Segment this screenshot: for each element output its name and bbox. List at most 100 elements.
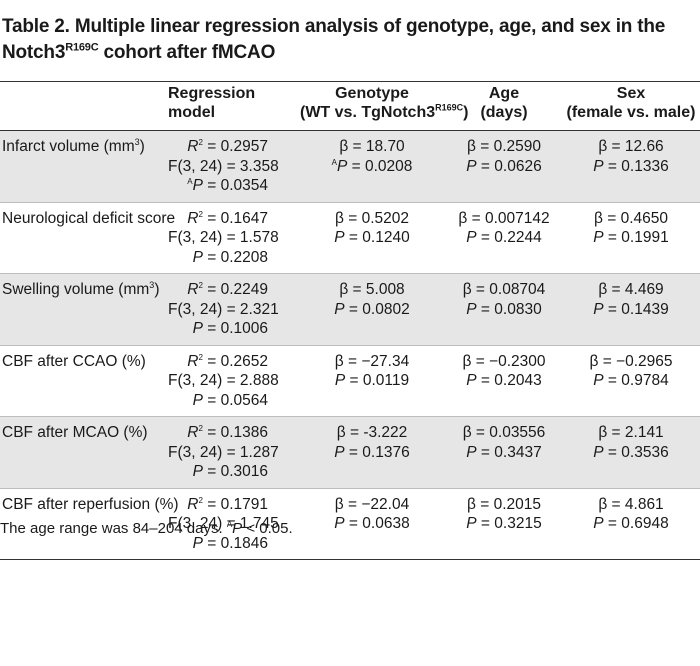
- age-p-symbol: P: [466, 157, 477, 175]
- row-age-cell: β = 0.007142 P = 0.2244: [446, 201, 562, 274]
- row-sex-cell: β = 12.66 P = 0.1336: [562, 130, 700, 202]
- model-p: P = 0.2208: [168, 248, 268, 268]
- sex-p: P = 0.3536: [564, 443, 698, 463]
- model-p: P = 0.1006: [168, 319, 268, 339]
- row-sex-cell: β = 4.861 P = 0.6948: [562, 487, 700, 560]
- sex-p: P = 0.1439: [564, 300, 698, 320]
- r2-symbol: R: [187, 281, 199, 298]
- row-model-cell: R2 = 0.2652 F(3, 24) = 2.888 P = 0.0564: [166, 344, 298, 417]
- outcome-text: CBF after reperfusion (%): [2, 495, 179, 513]
- sex-beta: β = 12.66: [598, 138, 664, 155]
- model-f: F(3, 24) = 2.888: [168, 372, 279, 389]
- genotype-p-mark: A: [331, 157, 337, 167]
- age-p-value: = 0.3437: [476, 443, 542, 461]
- genotype-p: P = 0.0119: [300, 371, 444, 391]
- age-p: P = 0.2043: [448, 371, 560, 391]
- header-genotype-line1: Genotype: [335, 85, 409, 102]
- genotype-p-value: = 0.0802: [344, 300, 410, 318]
- footnote-mark: A: [226, 520, 233, 529]
- footnote-p: P: [232, 520, 243, 537]
- age-beta: β = 0.08704: [462, 281, 546, 298]
- header-age: Age (days): [446, 82, 562, 131]
- genotype-p-value: = 0.0208: [347, 157, 413, 175]
- genotype-p-value: = 0.1376: [344, 443, 410, 461]
- genotype-beta: β = 18.70: [339, 138, 405, 155]
- row-model-cell: R2 = 0.1386 F(3, 24) = 1.287 P = 0.3016: [166, 416, 298, 488]
- table-row: Swelling volume (mm3) R2 = 0.2249 F(3, 24)…: [0, 273, 700, 345]
- r2-symbol: R: [187, 138, 199, 155]
- age-p-value: = 0.2244: [476, 229, 542, 246]
- row-outcome-label: CBF after reperfusion (%): [0, 487, 179, 560]
- model-f: F(3, 24) = 1.745: [168, 515, 279, 532]
- sex-p-symbol: P: [593, 515, 604, 532]
- model-p-value: = 0.1006: [202, 320, 268, 337]
- genotype-p: P = 0.1240: [300, 228, 444, 248]
- sex-p-symbol: P: [593, 372, 604, 389]
- row-sex-cell: β = 2.141 P = 0.3536: [562, 416, 700, 488]
- header-genotype: Genotype (WT vs. TgNotch3R169C): [298, 82, 468, 131]
- model-p-value: = 0.0354: [202, 177, 268, 194]
- header-model: Regression model: [168, 85, 256, 121]
- r2-sup: 2: [198, 209, 203, 219]
- genotype-beta: β = 0.5202: [335, 209, 409, 227]
- row-age-cell: β = 0.08704 P = 0.0830: [446, 273, 562, 345]
- header-genotype-line2: (WT vs. TgNotch3R169C): [300, 103, 468, 122]
- sex-p: P = 0.9784: [564, 371, 698, 391]
- row-outcome-label: Infarct volume (mm3): [0, 130, 166, 202]
- sex-beta: β = 4.861: [598, 495, 664, 513]
- model-p-value: = 0.3016: [202, 463, 268, 480]
- genotype-p-value: = 0.1240: [344, 229, 410, 246]
- genotype-beta: β = −22.04: [334, 495, 410, 513]
- header-genotype-sup: R169C: [435, 102, 464, 113]
- age-p: P = 0.3215: [448, 514, 560, 534]
- r2-value: = 0.2249: [202, 281, 268, 298]
- r2-symbol: R: [187, 424, 199, 441]
- model-p: P = 0.0564: [168, 391, 268, 411]
- genotype-p-value: = 0.0638: [344, 515, 410, 532]
- genotype-p-symbol: P: [336, 157, 348, 175]
- header-age-line2: (days): [480, 104, 528, 121]
- model-r2: R2 = 0.2652: [168, 352, 268, 372]
- model-p: P = 0.1846: [168, 534, 268, 554]
- age-p-symbol: P: [466, 229, 477, 246]
- outcome-sup: 3: [149, 279, 155, 290]
- r2-value: = 0.1386: [202, 424, 268, 441]
- outcome-text: Swelling volume (mm: [2, 281, 150, 298]
- sex-p-value: = 0.9784: [603, 372, 669, 389]
- top-rule: [0, 81, 700, 82]
- table-row: CBF after MCAO (%) R2 = 0.1386 F(3, 24) = …: [0, 416, 700, 488]
- age-p-symbol: P: [466, 443, 477, 461]
- genotype-p-symbol: P: [334, 229, 345, 246]
- outcome-text: CBF after CCAO (%): [2, 352, 146, 370]
- age-p: P = 0.2244: [448, 228, 560, 248]
- r2-sup: 2: [198, 495, 203, 505]
- title-superscript: R169C: [65, 41, 99, 54]
- model-p-symbol: P: [192, 320, 203, 337]
- table-row: Neurological deficit score R2 = 0.1647 F(3…: [0, 201, 700, 274]
- model-r2: R2 = 0.2957: [168, 137, 268, 157]
- outcome-text: CBF after MCAO (%): [2, 424, 148, 441]
- row-age-cell: β = −0.2300 P = 0.2043: [446, 344, 562, 417]
- model-p: AP = 0.0354: [168, 176, 268, 196]
- footnote-text: The age range was 84–204 days.: [0, 520, 227, 537]
- genotype-beta: β = −27.34: [334, 352, 410, 370]
- model-p-value: = 0.1846: [202, 534, 268, 552]
- table-footnote: The age range was 84–204 days. AP < 0.05…: [0, 519, 293, 539]
- regression-table: Regression model Genotype (WT vs. TgNotc…: [0, 82, 700, 560]
- model-r2: R2 = 0.1791: [168, 495, 268, 515]
- row-model-cell: R2 = 0.2249 F(3, 24) = 2.321 P = 0.1006: [166, 273, 298, 345]
- r2-sup: 2: [198, 423, 203, 433]
- row-sex-cell: β = 4.469 P = 0.1439: [562, 273, 700, 345]
- genotype-p-symbol: P: [334, 515, 345, 532]
- r2-sup: 2: [198, 137, 203, 147]
- model-r2: R2 = 0.1386: [168, 423, 268, 443]
- sex-p-value: = 0.1336: [603, 157, 669, 175]
- r2-value: = 0.2652: [202, 352, 268, 370]
- title-text-end: cohort after fMCAO: [98, 42, 276, 63]
- age-beta: β = 0.2590: [467, 138, 541, 155]
- sex-p-value: = 0.1991: [603, 229, 669, 246]
- sex-p-symbol: P: [593, 157, 604, 175]
- row-outcome-label: CBF after CCAO (%): [0, 344, 166, 417]
- header-sex: Sex (female vs. male): [562, 82, 700, 131]
- sex-p: P = 0.1991: [564, 228, 698, 248]
